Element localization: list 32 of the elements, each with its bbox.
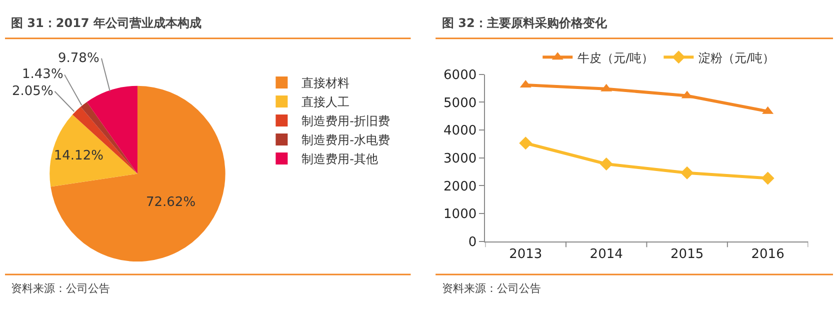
text: 资料来源：公司公告	[11, 282, 110, 295]
y-tick-label: 0	[468, 234, 477, 250]
chart-title: 图 31：2017 年公司营业成本构成	[11, 16, 202, 30]
y-tick-label: 1000	[444, 207, 477, 222]
y-tick-label: 2000	[444, 179, 477, 194]
y-tick-label: 5000	[444, 96, 477, 111]
text: 资料来源：公司公告	[442, 282, 541, 295]
x-tick-label: 2014	[590, 247, 623, 262]
data-label: 14.12%	[54, 148, 104, 164]
legend-label: 制造费用-折旧费	[302, 114, 390, 128]
point	[680, 166, 694, 180]
x-tick-label: 2013	[509, 247, 542, 262]
y-tick-label: 6000	[444, 68, 477, 83]
legend-label: 直接人工	[302, 95, 350, 110]
y-tick-label: 4000	[444, 124, 477, 139]
legend-label: 制造费用-水电费	[302, 133, 390, 148]
data-label: 9.78%	[58, 51, 100, 66]
legend-label: 直接材料	[302, 76, 350, 90]
data-label: 72.62%	[146, 194, 196, 210]
legend-label: 制造费用-其他	[302, 152, 378, 166]
x-tick-label: 2016	[751, 247, 784, 262]
legend-label: 淀粉（元/吨）	[698, 50, 775, 65]
data-label: 1.43%	[22, 67, 64, 82]
legend-label: 牛皮（元/吨）	[578, 50, 654, 65]
y-tick-label: 3000	[444, 151, 477, 166]
point	[519, 136, 532, 150]
x-tick-label: 2015	[670, 247, 704, 262]
pie-slice	[50, 114, 138, 187]
point	[600, 158, 613, 170]
point	[761, 172, 774, 185]
data-label: 2.05%	[12, 84, 54, 99]
chart-title: 图 32：主要原料采购价格变化	[442, 16, 608, 30]
